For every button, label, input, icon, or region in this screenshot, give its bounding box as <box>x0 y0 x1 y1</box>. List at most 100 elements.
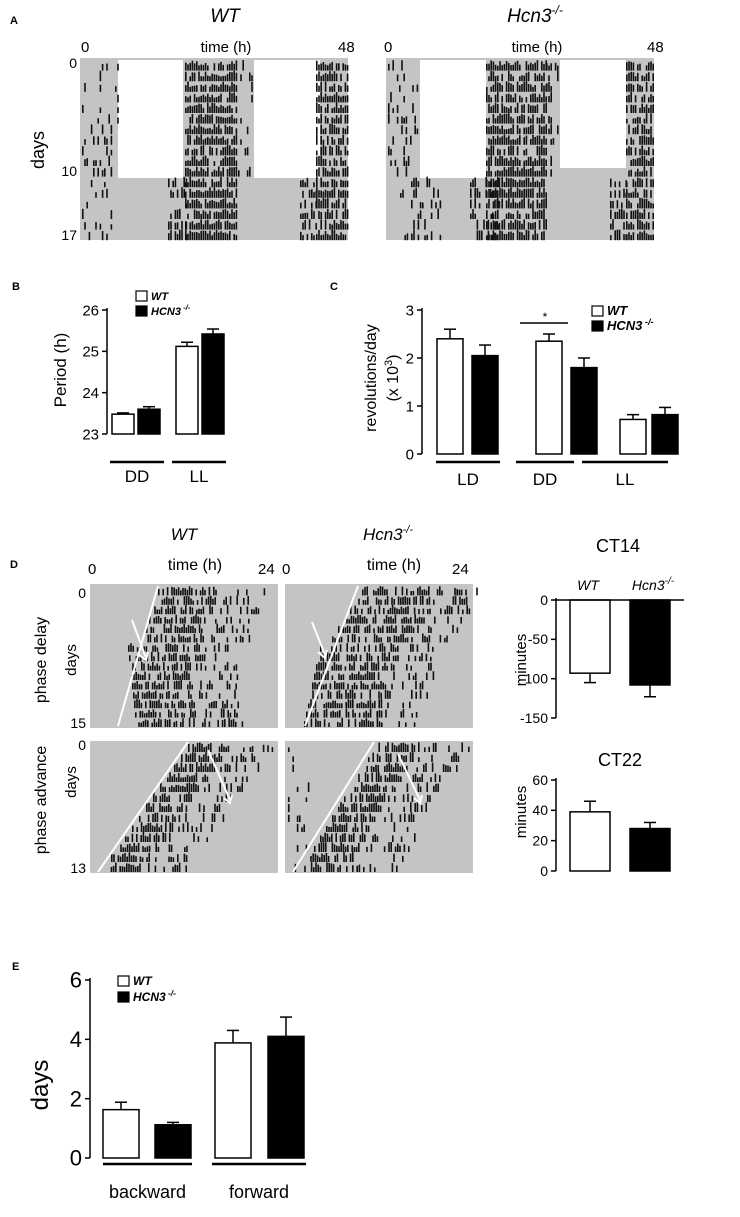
actogram-a-wt-mark <box>211 114 213 124</box>
actogram-a-hcn3-mark <box>492 178 495 188</box>
actogram-a-wt-mark <box>335 102 338 113</box>
actogram-d-advance-hcn3-mark <box>388 807 390 812</box>
actogram-a-wt-mark <box>344 146 347 156</box>
actogram-a-hcn3-mark <box>628 124 630 135</box>
actogram-d-delay-wt-mark <box>182 700 184 709</box>
actogram-d-delay-hcn3-mark <box>366 671 369 680</box>
actogram-d-delay-hcn3-mark <box>415 680 417 690</box>
actogram-d-delay-wt-mark <box>242 636 244 643</box>
actogram-d-delay-wt-mark <box>176 644 178 652</box>
actogram-a-wt-mark <box>200 64 202 71</box>
actogram-a-wt-mark <box>202 178 205 188</box>
actogram-a-hcn3-mark <box>621 208 623 219</box>
actogram-a-hcn3-mark <box>626 105 628 113</box>
actogram-d-delay-hcn3-mark <box>353 626 355 633</box>
actogram-d-advance-hcn3-mark <box>370 765 373 772</box>
actogram-d-advance-wt-mark <box>201 743 203 752</box>
actogram-d-advance-hcn3-mark <box>340 813 343 822</box>
actogram-d-delay-hcn3-mark <box>366 586 368 596</box>
actogram-a-hcn3-mark <box>503 64 506 71</box>
actogram-d-advance-hcn3-mark <box>427 794 429 802</box>
actogram-d-delay-hcn3-mark <box>310 718 313 727</box>
actogram-d-delay-hcn3-mark <box>422 608 425 615</box>
actogram-d-delay-wt-mark <box>143 713 146 718</box>
actogram-d-delay-wt-mark <box>135 672 137 680</box>
actogram-d-delay-hcn3-mark <box>434 616 436 624</box>
actogram-a-wt-mark <box>251 75 253 82</box>
actogram-a-wt-mark <box>189 116 191 124</box>
actogram-d-delay-hcn3-mark <box>373 672 375 680</box>
actogram-a-wt-mark <box>211 190 213 198</box>
actogram-d-delay-wt-mark <box>225 596 227 605</box>
actogram-a-hcn3-mark <box>494 181 496 188</box>
actogram-d-delay-wt-mark <box>202 635 204 643</box>
actogram-d-advance-hcn3-mark <box>379 805 382 812</box>
actogram-a-wt-mark <box>251 94 253 103</box>
actogram-d-advance-wt-mark <box>193 833 195 842</box>
actogram-d-delay-hcn3-mark <box>314 682 316 690</box>
actogram-a-hcn3-mark <box>523 75 525 82</box>
actogram-a-hcn3-mark <box>519 170 521 177</box>
actogram-a-wt-mark <box>209 127 211 135</box>
actogram-d-delay-wt-mark <box>152 692 155 699</box>
actogram-d-advance-wt-mark <box>172 814 174 822</box>
actogram-d-delay-wt-mark <box>226 699 228 709</box>
actogram-a-hcn3-mark <box>625 192 627 198</box>
actogram-a-wt-mark <box>170 190 172 198</box>
actogram-a-hcn3-mark <box>514 191 517 198</box>
actogram-a-wt-mark <box>322 158 325 166</box>
actogram-d-advance-hcn3-mark <box>396 865 398 872</box>
actogram-d-advance-wt-mark <box>144 847 146 852</box>
actogram-d-advance-wt-mark <box>160 824 163 832</box>
chart-c-legend-label-0: WT <box>607 303 628 318</box>
actogram-d-delay-wt-mark <box>185 595 188 605</box>
actogram-a-wt-mark <box>200 203 202 209</box>
actogram-a-hcn3-mark <box>538 135 541 145</box>
chart-c-bar-ld-s1 <box>471 354 499 455</box>
actogram-d-delay-wt-mark <box>163 623 166 633</box>
actogram-a-wt-mark <box>189 188 191 198</box>
actogram-a-wt-mark <box>189 203 191 209</box>
actogram-a-hcn3-mark <box>499 230 501 241</box>
actogram-a-hcn3-mark <box>527 104 530 113</box>
actogram-a-hcn3-mark <box>630 210 632 219</box>
actogram-a-hcn3-mark <box>541 178 543 188</box>
actogram-a-wt-mark <box>204 220 207 230</box>
actogram-d-delay-wt-mark <box>180 607 183 615</box>
actogram-d-delay-hcn3-mark <box>397 596 400 605</box>
actogram-d-delay-hcn3-mark <box>377 655 379 662</box>
actogram-a-wt-mark <box>233 71 235 82</box>
actogram-d-delay-wt-mark <box>235 683 237 690</box>
actogram-d-delay-wt-mark <box>160 606 163 615</box>
actogram-d-delay-hcn3-mark <box>316 671 318 680</box>
actogram-d-advance-wt-mark <box>221 796 223 802</box>
actogram-d-advance-wt-mark <box>178 767 180 772</box>
actogram-d-advance-hcn3-mark <box>402 794 405 802</box>
actogram-a-hcn3-mark <box>541 114 543 124</box>
actogram-a-hcn3-mark <box>490 97 492 103</box>
actogram-d-delay-hcn3-mark <box>462 609 464 615</box>
actogram-a-hcn3-mark <box>532 161 534 166</box>
actogram-d-delay-wt-mark <box>248 618 250 624</box>
actogram-d-delay-hcn3-mark <box>384 662 386 671</box>
actogram-d-delay-wt-mark <box>173 587 175 596</box>
actogram-d-advance-wt-mark <box>170 806 172 812</box>
actogram-a-hcn3-mark <box>652 148 654 156</box>
actogram-d-advance-hcn3-mark <box>430 777 432 782</box>
actogram-d-advance-hcn3-mark <box>288 747 290 752</box>
actogram-a-hcn3-mark <box>545 96 547 103</box>
actogram-a-wt-mark <box>340 104 342 113</box>
actogram-d-advance-hcn3-mark <box>299 815 301 822</box>
actogram-d-delay-wt-mark <box>200 663 202 671</box>
actogram-a-hcn3-mark <box>516 167 519 177</box>
actogram-d-delay-hcn3-mark <box>395 625 397 633</box>
panel-d-right-title: Hcn3-/- <box>363 524 413 544</box>
actogram-a-wt-mark <box>344 234 347 241</box>
actogram-a-hcn3-mark <box>516 81 519 92</box>
actogram-a-wt-mark <box>246 147 249 156</box>
actogram-a-hcn3-mark <box>510 187 512 198</box>
actogram-d-advance-hcn3-mark <box>360 803 362 812</box>
actogram-d-delay-wt-mark <box>176 662 178 671</box>
actogram-d-delay-wt-mark <box>208 586 211 596</box>
actogram-d-delay-hcn3-mark <box>426 637 428 643</box>
